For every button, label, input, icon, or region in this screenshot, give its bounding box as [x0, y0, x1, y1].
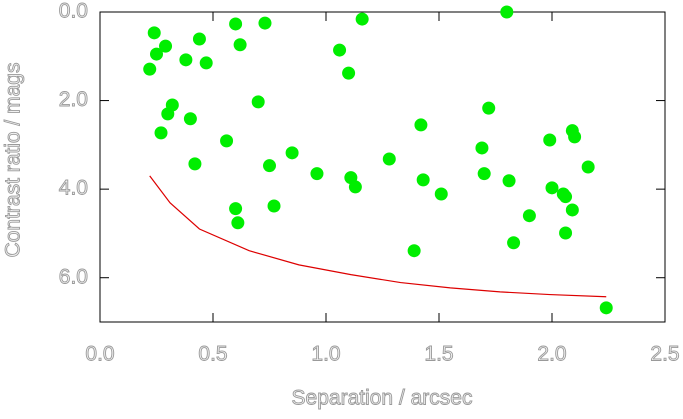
point — [233, 38, 247, 52]
x-tick-label: 1.0 — [311, 343, 340, 366]
point — [159, 39, 173, 53]
point — [559, 190, 573, 204]
point — [568, 130, 582, 144]
point — [500, 5, 514, 19]
point — [434, 187, 448, 201]
point — [333, 43, 347, 57]
x-tick-label: 0.5 — [198, 343, 227, 366]
point — [416, 173, 430, 187]
point — [477, 167, 491, 181]
y-tick-label: 4.0 — [59, 177, 88, 200]
point — [188, 157, 202, 171]
point — [407, 244, 421, 258]
point — [258, 16, 272, 30]
point — [263, 159, 276, 173]
curve — [149, 175, 607, 298]
point — [522, 209, 536, 223]
point — [147, 26, 161, 40]
x-tick-label: 0.0 — [85, 343, 114, 366]
point — [545, 181, 559, 195]
point — [559, 226, 573, 240]
point — [192, 32, 206, 46]
point — [355, 12, 369, 26]
point — [507, 236, 521, 250]
point — [231, 216, 245, 230]
point — [565, 203, 579, 217]
point — [348, 180, 362, 194]
point — [543, 133, 557, 147]
y-tick-label: 6.0 — [59, 265, 88, 288]
point — [482, 101, 496, 115]
y-tick-label: 2.0 — [59, 88, 88, 111]
x-tick-label: 2.5 — [650, 343, 679, 366]
point — [382, 152, 396, 166]
point — [251, 95, 265, 109]
point — [310, 167, 324, 181]
point — [581, 160, 595, 174]
point — [165, 98, 179, 112]
point — [179, 53, 193, 67]
y-tick-label: 0.0 — [59, 0, 88, 23]
point — [414, 118, 428, 132]
point — [183, 112, 197, 126]
point — [475, 141, 489, 155]
point — [285, 146, 299, 160]
point — [502, 174, 516, 188]
x-tick-label: 1.5 — [424, 343, 453, 366]
y-axis-title: Contrast ratio / mags — [2, 63, 25, 258]
x-tick-label: 2.0 — [537, 343, 566, 366]
point — [199, 56, 213, 70]
point — [599, 301, 613, 315]
point — [229, 202, 243, 216]
x-axis-title: Separation / arcsec — [292, 387, 473, 410]
point — [220, 134, 234, 148]
point — [150, 47, 163, 61]
point — [143, 62, 157, 76]
point — [229, 17, 243, 31]
point — [342, 66, 356, 80]
point — [154, 126, 168, 140]
point — [267, 199, 281, 213]
plot-frame — [99, 11, 666, 323]
